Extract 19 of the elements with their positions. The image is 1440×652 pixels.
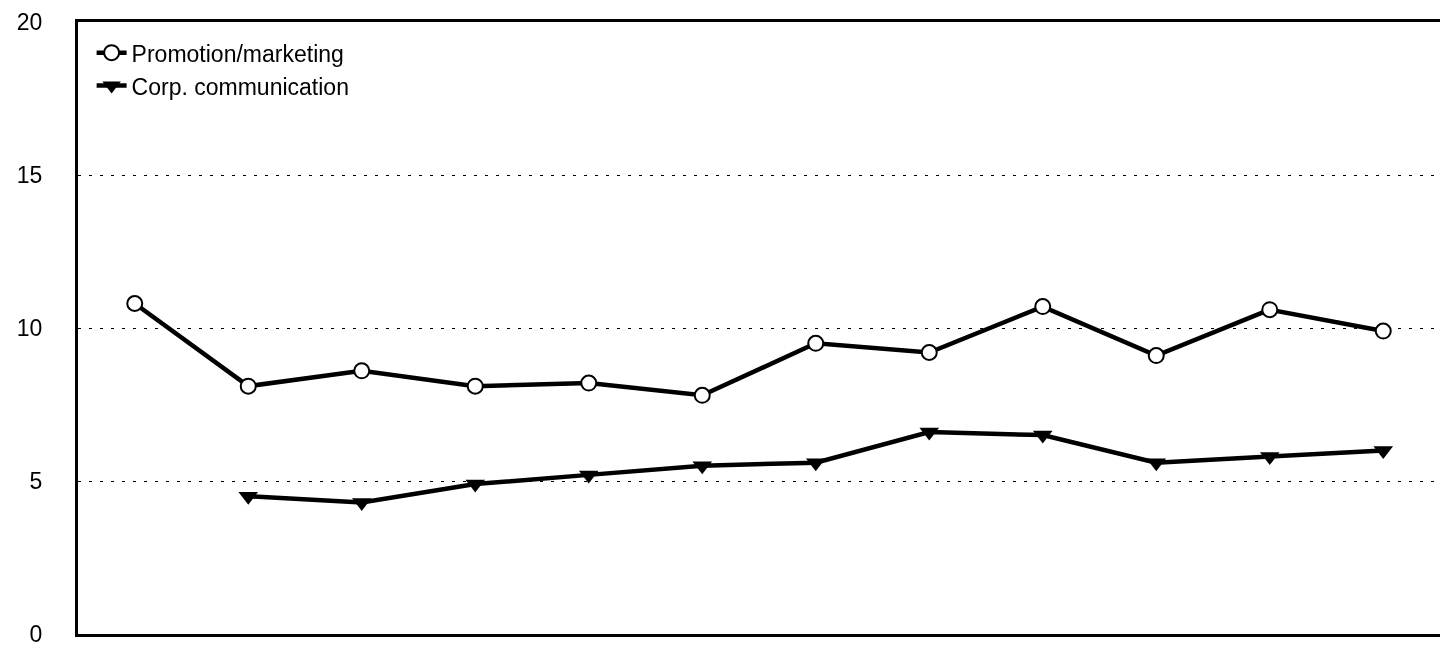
point [693,386,711,404]
y-tick-label: 5 [29,468,43,495]
legend-label: Corp. communication [131,73,349,100]
point [1147,347,1165,365]
y-tick-label: 10 [16,315,43,342]
y-tick-label: 0 [29,621,43,648]
point [126,295,144,313]
point [1261,301,1279,319]
y-tick-label: 20 [16,9,43,36]
point [1374,322,1392,340]
point [466,377,484,395]
point [580,374,598,392]
point [353,362,371,380]
point [1034,298,1052,316]
y-tick-label: 15 [16,162,43,189]
legend-label: Promotion/marketing [131,40,344,67]
point [239,377,257,395]
point [807,334,825,352]
point [920,343,938,361]
